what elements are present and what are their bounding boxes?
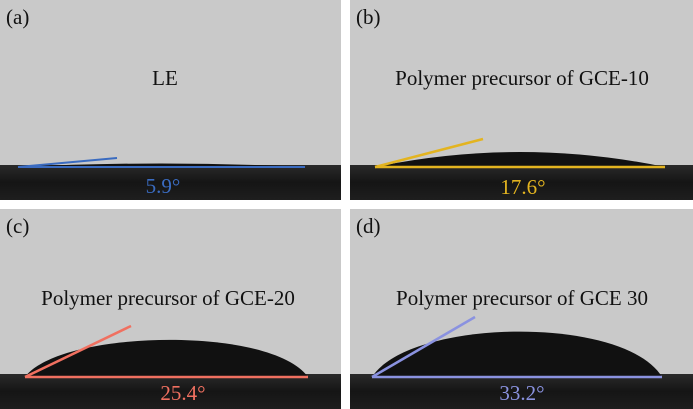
- substrate: [0, 374, 341, 409]
- panel-b: (b) Polymer precursor of GCE-10 17.6°: [350, 0, 693, 200]
- panel-label: (b): [356, 5, 381, 29]
- droplet: [372, 331, 662, 377]
- substrate: [350, 374, 693, 409]
- panel-c: (c) Polymer precursor of GCE-20 25.4°: [0, 209, 341, 409]
- angle-label: 25.4°: [160, 381, 205, 405]
- caption: LE: [152, 66, 178, 90]
- panel-label: (c): [6, 214, 29, 238]
- droplet: [375, 152, 665, 167]
- panel-label: (d): [356, 214, 381, 238]
- panel-label: (a): [6, 5, 29, 29]
- angle-label: 33.2°: [499, 381, 544, 405]
- caption: Polymer precursor of GCE-20: [41, 286, 295, 310]
- substrate: [0, 165, 341, 200]
- caption: Polymer precursor of GCE 30: [396, 286, 648, 310]
- angle-label: 5.9°: [146, 174, 181, 198]
- angle-label: 17.6°: [500, 175, 545, 199]
- tangent: [371, 315, 476, 379]
- tangent: [374, 137, 484, 169]
- droplet: [25, 339, 308, 377]
- panel-a: (a) LE 5.9°: [0, 0, 341, 200]
- substrate: [350, 165, 693, 200]
- caption: Polymer precursor of GCE-10: [395, 66, 649, 90]
- tangent: [24, 324, 132, 379]
- tangent: [17, 157, 118, 168]
- panel-d: (d) Polymer precursor of GCE 30 33.2°: [350, 209, 693, 409]
